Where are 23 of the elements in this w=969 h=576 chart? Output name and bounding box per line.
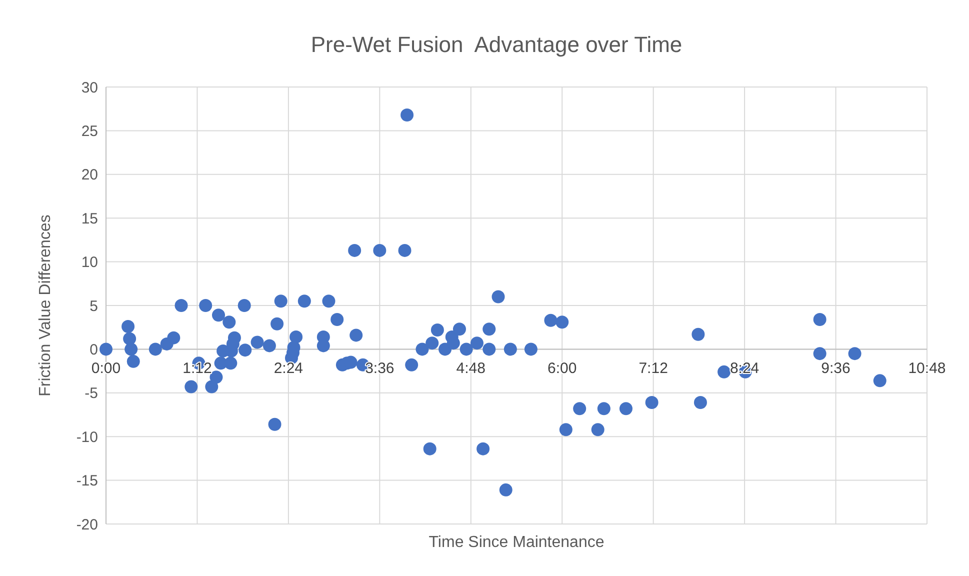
y-tick-label: 20 bbox=[81, 166, 98, 184]
x-tick-label: 0:00 bbox=[91, 360, 121, 378]
x-tick-label: 10:48 bbox=[908, 360, 946, 378]
y-tick-label: 30 bbox=[81, 79, 98, 96]
y-tick-label: 5 bbox=[90, 298, 98, 315]
y-tick-label: -20 bbox=[76, 516, 98, 534]
chart-title: Pre-Wet Fusion Advantage over Time bbox=[310, 32, 682, 57]
x-tick-label: 7:12 bbox=[638, 360, 668, 378]
x-tick-label: 9:36 bbox=[821, 360, 850, 378]
y-tick-label: 0 bbox=[90, 341, 98, 358]
x-tick-label: 4:48 bbox=[456, 360, 486, 378]
y-tick-label: -10 bbox=[76, 428, 98, 446]
y-axis-title: Friction Value Differences bbox=[37, 214, 54, 396]
x-tick-label: 2:24 bbox=[274, 360, 304, 378]
y-tick-label: 10 bbox=[81, 254, 98, 272]
x-tick-label: 6:00 bbox=[548, 360, 577, 378]
x-tick-label: 1:12 bbox=[182, 360, 212, 378]
y-tick-label: 25 bbox=[81, 122, 98, 140]
x-axis-title: Time Since Maintenance bbox=[428, 534, 604, 551]
y-tick-label: 15 bbox=[81, 210, 98, 228]
y-tick-label: -5 bbox=[84, 385, 98, 402]
y-tick-label: -15 bbox=[76, 472, 98, 490]
x-tick-label: 3:36 bbox=[365, 360, 394, 378]
